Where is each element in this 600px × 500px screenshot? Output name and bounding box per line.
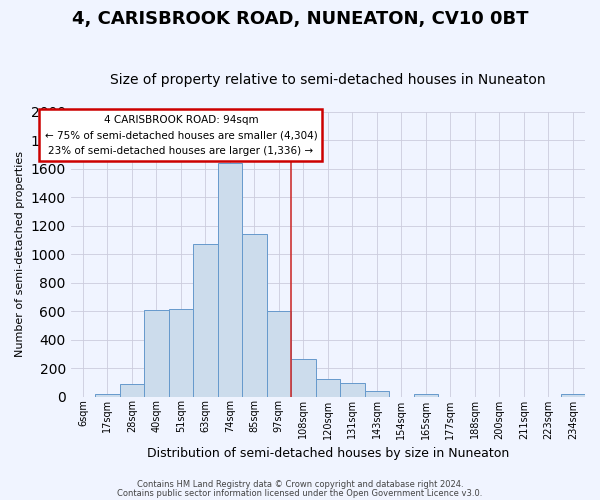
Text: Contains public sector information licensed under the Open Government Licence v3: Contains public sector information licen… <box>118 489 482 498</box>
X-axis label: Distribution of semi-detached houses by size in Nuneaton: Distribution of semi-detached houses by … <box>147 447 509 460</box>
Text: 4, CARISBROOK ROAD, NUNEATON, CV10 0BT: 4, CARISBROOK ROAD, NUNEATON, CV10 0BT <box>72 10 528 28</box>
Bar <box>340 383 365 396</box>
Bar <box>365 391 389 396</box>
Title: Size of property relative to semi-detached houses in Nuneaton: Size of property relative to semi-detach… <box>110 73 545 87</box>
Bar <box>218 163 242 396</box>
Bar <box>316 380 340 396</box>
Bar <box>266 311 291 396</box>
Y-axis label: Number of semi-detached properties: Number of semi-detached properties <box>15 151 25 357</box>
Text: 4 CARISBROOK ROAD: 94sqm
← 75% of semi-detached houses are smaller (4,304)
23% o: 4 CARISBROOK ROAD: 94sqm ← 75% of semi-d… <box>44 114 317 156</box>
Bar <box>144 310 169 396</box>
Bar <box>413 394 438 396</box>
Text: Contains HM Land Registry data © Crown copyright and database right 2024.: Contains HM Land Registry data © Crown c… <box>137 480 463 489</box>
Bar <box>95 394 119 396</box>
Bar <box>291 359 316 397</box>
Bar <box>193 244 218 396</box>
Bar <box>119 384 144 396</box>
Bar <box>560 394 585 396</box>
Bar <box>242 234 266 396</box>
Bar <box>169 309 193 396</box>
